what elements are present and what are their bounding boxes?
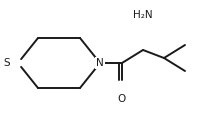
Text: H₂N: H₂N (133, 10, 153, 20)
Text: N: N (96, 58, 104, 68)
Text: O: O (118, 94, 126, 104)
Text: S: S (3, 58, 10, 68)
